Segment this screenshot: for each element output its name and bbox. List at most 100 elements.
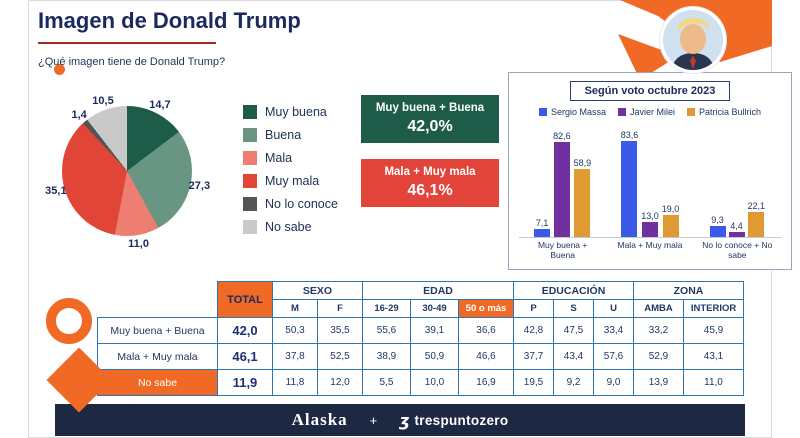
table-cell-value: 33,4 <box>593 317 635 344</box>
table-cell-value: 12,0 <box>317 369 363 396</box>
table-cell-value: 43,1 <box>683 343 745 370</box>
bar-legend: Sergio Massa Javier Milei Patricia Bullric… <box>509 107 791 117</box>
negative-summary-value: 46,1% <box>407 182 453 200</box>
table-row: Muy buena + Buena 42,0 50,3 35,5 55,6 39,1 36,… <box>97 317 745 344</box>
trespuntozero-name: trespuntozero <box>414 412 509 428</box>
table-cell-value: 46,6 <box>457 343 515 370</box>
table-cell-value: 57,6 <box>593 343 635 370</box>
bar-wrapper: 82,6 <box>553 125 571 237</box>
bar <box>534 228 551 237</box>
table-cell-value: 38,9 <box>362 343 411 370</box>
bar-plot: 7,1 82,6 58,9 83,6 13,0 19,0 9,3 4,4 22,1 <box>519 125 781 238</box>
bar <box>728 231 745 237</box>
table-cell-value: 50,9 <box>410 343 459 370</box>
legend-label: Mala <box>265 150 293 165</box>
table-sub-header: INTERIOR <box>683 299 745 318</box>
bar-wrapper: 4,4 <box>728 125 745 237</box>
survey-question: ¿Qué imagen tiene de Donald Trump? <box>38 56 226 68</box>
positive-summary-label: Muy buena + Buena <box>375 102 485 114</box>
bar-value-label: 4,4 <box>730 220 743 231</box>
vote-panel: Según voto octubre 2023 Sergio Massa Javi… <box>508 72 792 270</box>
bar <box>662 215 679 237</box>
bar-wrapper: 22,1 <box>747 125 766 237</box>
bar-wrapper: 58,9 <box>573 125 592 237</box>
pie-legend: Muy buena Buena Mala Muy mala No lo conoce No… <box>243 100 338 238</box>
legend-item: Muy mala <box>243 169 338 192</box>
table-sub-header: 30-49 <box>410 299 459 318</box>
bar-category-label: Muy buena + Buena <box>537 240 588 260</box>
bar-value-label: 83,6 <box>620 129 639 140</box>
title-underline <box>38 42 216 44</box>
positive-summary-value: 42,0% <box>407 118 453 136</box>
table-sub-header: AMBA <box>633 299 685 318</box>
legend-swatch-icon <box>243 219 257 234</box>
pie-value-label: 10,5 <box>92 94 114 107</box>
table-cell-value: 11,8 <box>272 369 318 396</box>
bar-legend-item: Javier Milei <box>617 107 675 117</box>
legend-label: No sabe <box>265 219 312 234</box>
bar-value-label: 82,6 <box>553 131 571 142</box>
legend-item: Mala <box>243 146 338 169</box>
legend-label: Muy buena <box>265 104 327 119</box>
legend-swatch-icon <box>243 127 257 142</box>
table-total-value: 42,0 <box>217 317 273 344</box>
legend-swatch-icon <box>243 150 257 165</box>
table-cell-value: 52,5 <box>317 343 363 370</box>
bar-wrapper: 7,1 <box>534 125 551 237</box>
bar-legend-swatch-icon <box>617 108 626 116</box>
table-cell-value: 50,3 <box>272 317 318 344</box>
legend-item: Muy buena <box>243 100 338 123</box>
bar-legend-swatch-icon <box>538 108 547 116</box>
bar-legend-label: Sergio Massa <box>550 107 606 117</box>
bar-wrapper: 13,0 <box>641 125 659 237</box>
table-sub-header: F <box>317 299 363 318</box>
table-cell-value: 35,5 <box>317 317 363 344</box>
table-group-header: ZONA <box>633 281 745 300</box>
table-sub-header: 50 o más <box>457 299 515 318</box>
legend-label: Buena <box>265 127 302 142</box>
bar-group: 83,6 13,0 19,0 <box>606 125 693 237</box>
bar-category-label: No lo conoce + No sabe <box>702 240 773 260</box>
bar-legend-item: Sergio Massa <box>538 107 606 117</box>
table-row-label: Mala + Muy mala <box>97 343 218 370</box>
trespuntozero-logo: ʒ trespuntozero <box>399 411 508 430</box>
table-cell-value: 36,6 <box>457 317 515 344</box>
table-row-label: No sabe <box>97 369 218 396</box>
pie-value-label: 14,7 <box>149 98 171 111</box>
plus-separator: + <box>369 412 378 428</box>
legend-label: Muy mala <box>265 173 320 188</box>
table-sub-header: 16-29 <box>362 299 411 318</box>
legend-swatch-icon <box>243 196 257 211</box>
trespuntozero-glyph-icon: ʒ <box>399 410 410 430</box>
table-cell-value: 39,1 <box>410 317 459 344</box>
legend-label: No lo conoce <box>265 196 338 211</box>
legend-item: No lo conoce <box>243 192 338 215</box>
table-total-value: 46,1 <box>217 343 273 370</box>
bar-wrapper: 83,6 <box>620 125 639 237</box>
table-cell-value: 47,5 <box>553 317 595 344</box>
table-cell-value: 11,0 <box>683 369 745 396</box>
trump-face-illustration <box>663 10 723 70</box>
table-sub-header: P <box>513 299 555 318</box>
bar <box>709 226 726 237</box>
bar-legend-swatch-icon <box>687 108 695 116</box>
table-group-header: EDAD <box>361 281 515 300</box>
bar-wrapper: 9,3 <box>709 125 726 237</box>
table-total-value: 11,9 <box>217 369 273 396</box>
bar-wrapper: 19,0 <box>662 125 679 237</box>
bar <box>574 169 591 237</box>
bar-legend-label: Javier Milei <box>629 107 675 117</box>
table-cell-value: 43,4 <box>553 343 595 370</box>
table-row: Mala + Muy mala 46,1 37,8 52,5 38,9 50,9 46,6 3… <box>97 343 745 370</box>
table-cell-value: 37,7 <box>513 343 555 370</box>
pie-value-label: 1,4 <box>71 108 87 121</box>
alaska-logo: Alaska <box>291 410 348 429</box>
trump-photo <box>660 7 726 73</box>
bar-value-label: 58,9 <box>573 158 592 169</box>
pie-value-label: 27,3 <box>188 180 211 193</box>
legend-swatch-icon <box>243 173 257 188</box>
bar-value-label: 22,1 <box>747 200 766 211</box>
bar-legend-item: Patricia Bullrich <box>687 107 761 117</box>
bar-category-label: Mala + Muy mala <box>617 240 683 250</box>
